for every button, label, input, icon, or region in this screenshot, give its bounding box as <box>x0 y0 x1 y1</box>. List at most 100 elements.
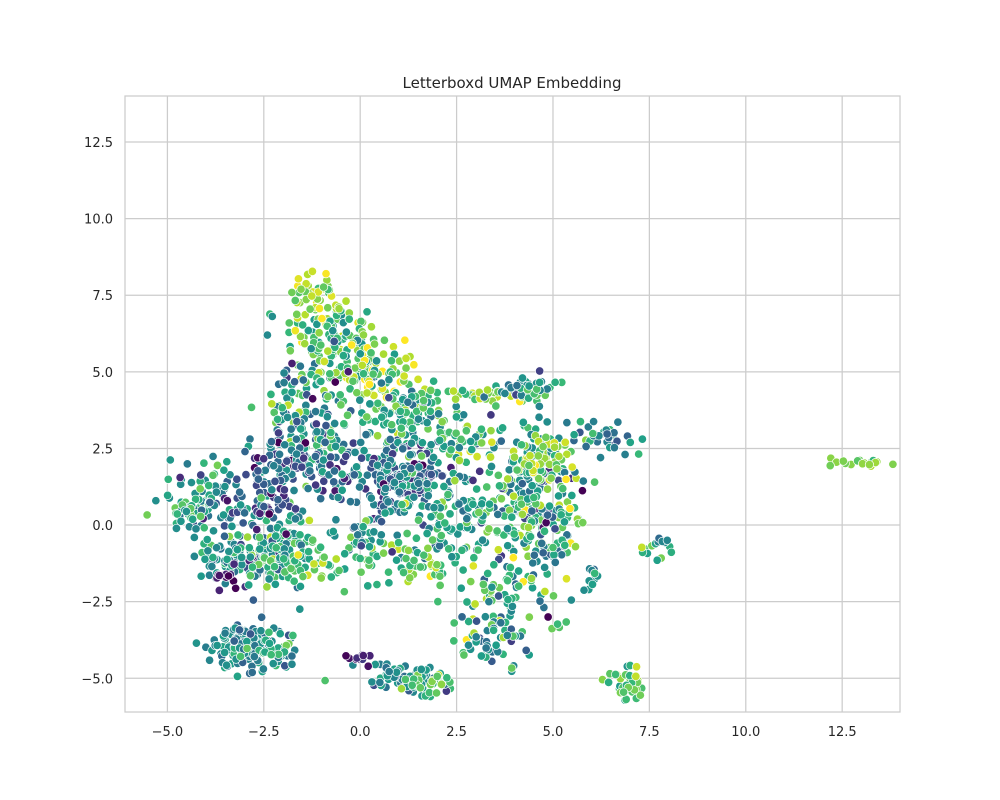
scatter-point <box>307 266 317 276</box>
scatter-point <box>249 652 259 662</box>
scatter-point <box>492 526 502 536</box>
scatter-point <box>461 426 471 436</box>
scatter-point <box>454 443 464 453</box>
scatter-point <box>311 480 321 490</box>
scatter-point <box>208 526 219 536</box>
scatter-point <box>319 552 329 562</box>
scatter-point <box>199 523 209 533</box>
scatter-point <box>339 419 349 429</box>
scatter-point <box>535 366 545 376</box>
scatter-point <box>417 451 427 461</box>
scatter-point <box>534 401 544 411</box>
scatter-point <box>320 676 330 686</box>
scatter-point <box>211 487 221 497</box>
y-tick-label: −2.5 <box>81 596 113 611</box>
scatter-point <box>264 574 274 584</box>
scatter-point <box>509 452 520 462</box>
scatter-point <box>472 616 482 626</box>
scatter-point <box>308 394 318 404</box>
scatter-point <box>578 476 588 486</box>
scatter-point <box>517 373 528 383</box>
scatter-point <box>323 303 333 313</box>
scatter-point <box>285 346 295 356</box>
scatter-point <box>295 331 306 342</box>
scatter-point <box>359 446 369 456</box>
scatter-point <box>316 573 326 583</box>
scatter-point <box>376 378 386 388</box>
scatter-point <box>396 423 406 433</box>
scatter-point <box>561 617 571 627</box>
scatter-point <box>550 524 560 534</box>
scatter-point <box>559 517 569 527</box>
scatter-point <box>271 531 281 541</box>
scatter-point <box>165 455 175 465</box>
scatter-point <box>245 552 255 562</box>
scatter-point <box>362 307 372 317</box>
scatter-point <box>521 645 531 655</box>
scatter-point <box>295 530 305 540</box>
scatter-point <box>200 554 210 564</box>
scatter-point <box>426 440 436 450</box>
scatter-point <box>199 458 209 468</box>
scatter-point <box>496 494 506 504</box>
scatter-point <box>487 582 497 592</box>
scatter-point <box>337 469 347 479</box>
scatter-point <box>494 481 505 491</box>
scatter-point <box>186 477 197 488</box>
scatter-point <box>308 535 318 545</box>
scatter-point <box>220 481 230 492</box>
scatter-point <box>246 402 257 412</box>
scatter-point <box>443 489 453 500</box>
x-tick-label: 10.0 <box>731 725 760 740</box>
scatter-point <box>611 669 621 680</box>
scatter-point <box>252 525 262 535</box>
scatter-point <box>314 328 324 338</box>
scatter-point <box>287 358 297 369</box>
scatter-point <box>305 304 315 314</box>
scatter-point <box>333 492 343 503</box>
scatter-point <box>543 612 553 622</box>
x-tick-label: 7.5 <box>639 725 660 740</box>
scatter-point <box>472 452 482 462</box>
scatter-point <box>205 655 215 665</box>
scatter-point <box>329 336 339 346</box>
scatter-point <box>314 303 325 314</box>
scatter-point <box>518 417 528 427</box>
scatter-point <box>609 443 619 453</box>
scatter-point <box>550 557 560 567</box>
scatter-point <box>347 340 357 350</box>
scatter-point <box>560 540 570 550</box>
scatter-point <box>245 629 256 639</box>
scatter-point <box>325 460 335 470</box>
scatter-point <box>244 580 254 590</box>
scatter-point <box>527 481 537 491</box>
scatter-point <box>171 523 181 533</box>
scatter-point <box>432 671 442 681</box>
scatter-point <box>212 460 223 470</box>
scatter-point <box>550 377 560 387</box>
scatter-point <box>351 462 362 472</box>
scatter-point <box>503 595 513 605</box>
scatter-point <box>508 553 518 563</box>
scatter-point <box>484 524 494 534</box>
scatter-point <box>207 561 217 572</box>
scatter-point <box>613 417 623 427</box>
scatter-point <box>369 339 380 349</box>
scatter-point <box>181 506 191 517</box>
scatter-point <box>353 530 363 540</box>
scatter-point <box>472 484 482 494</box>
scatter-point <box>538 442 548 452</box>
scatter-point <box>526 573 537 583</box>
scatter-point <box>419 550 429 560</box>
scatter-point <box>254 532 265 542</box>
scatter-point <box>367 677 377 687</box>
scatter-point <box>362 412 372 422</box>
scatter-point <box>888 459 898 469</box>
x-tick-label: −2.5 <box>248 725 280 740</box>
scatter-point <box>475 466 485 476</box>
scatter-point <box>395 471 405 482</box>
scatter-point <box>377 412 387 422</box>
scatter-point <box>267 485 277 495</box>
scatter-point <box>445 509 455 519</box>
